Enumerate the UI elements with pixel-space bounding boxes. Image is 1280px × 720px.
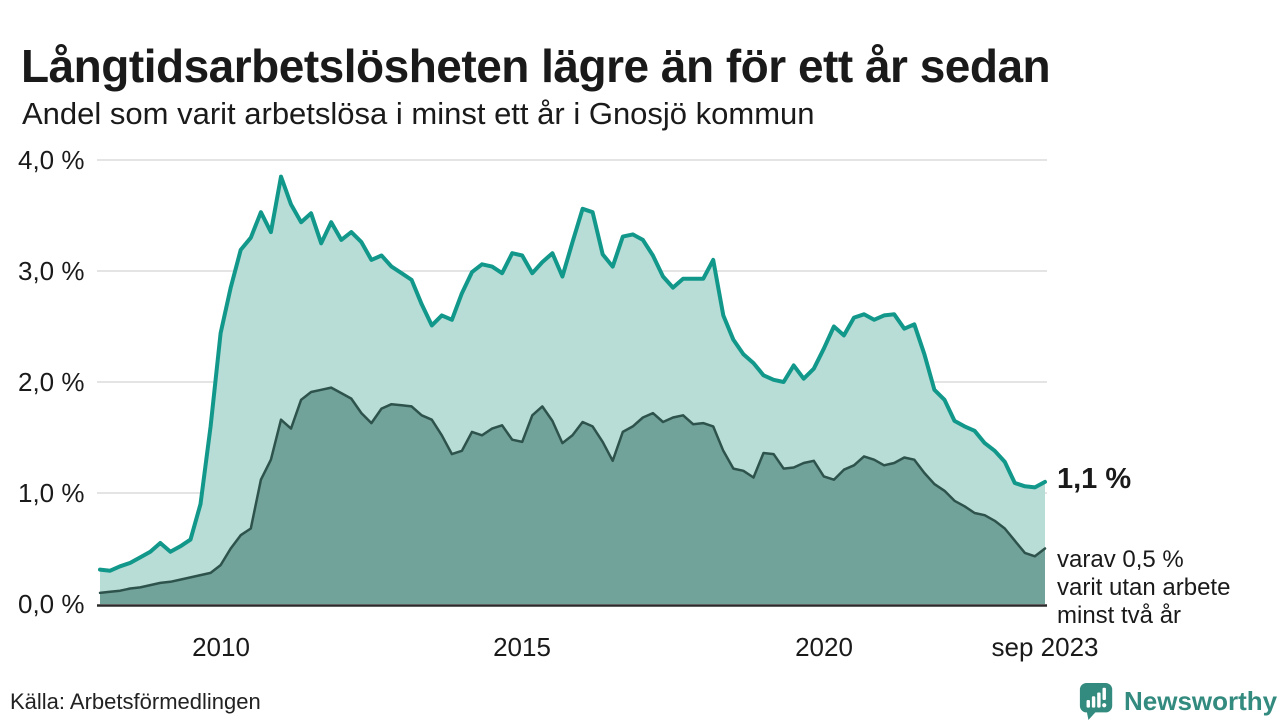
x-axis-tick-2020: 2020 <box>795 632 853 662</box>
x-axis-tick-sep2023: sep 2023 <box>991 632 1099 662</box>
chart-subtitle: Andel som varit arbetslösa i minst ett å… <box>22 96 815 131</box>
y-axis-tick-4: 4,0 % <box>18 145 85 175</box>
end-value-label-subset: varav 0,5 % varit utan arbete minst två … <box>1057 546 1230 630</box>
y-axis-tick-3: 3,0 % <box>18 256 85 286</box>
end-subset-line-3: minst två år <box>1057 602 1182 629</box>
end-value-label-total: 1,1 % <box>1057 463 1132 495</box>
y-axis-tick-2: 2,0 % <box>18 367 85 397</box>
end-subset-line-1: varav 0,5 % <box>1057 546 1184 573</box>
newsworthy-logo: Newsworthy <box>1078 682 1277 720</box>
newsworthy-logo-text: Newsworthy <box>1124 686 1278 716</box>
y-axis-tick-1: 1,0 % <box>18 478 85 508</box>
source-attribution: Källa: Arbetsförmedlingen <box>10 689 261 714</box>
end-subset-line-2: varit utan arbete <box>1057 574 1231 601</box>
page-title: Långtidsarbetslösheten lägre än för ett … <box>21 39 1051 92</box>
x-axis-tick-2015: 2015 <box>493 632 551 662</box>
newsworthy-logo-icon <box>1079 682 1113 720</box>
y-axis-tick-0: 0,0 % <box>18 589 85 619</box>
x-axis-tick-2010: 2010 <box>192 632 250 662</box>
